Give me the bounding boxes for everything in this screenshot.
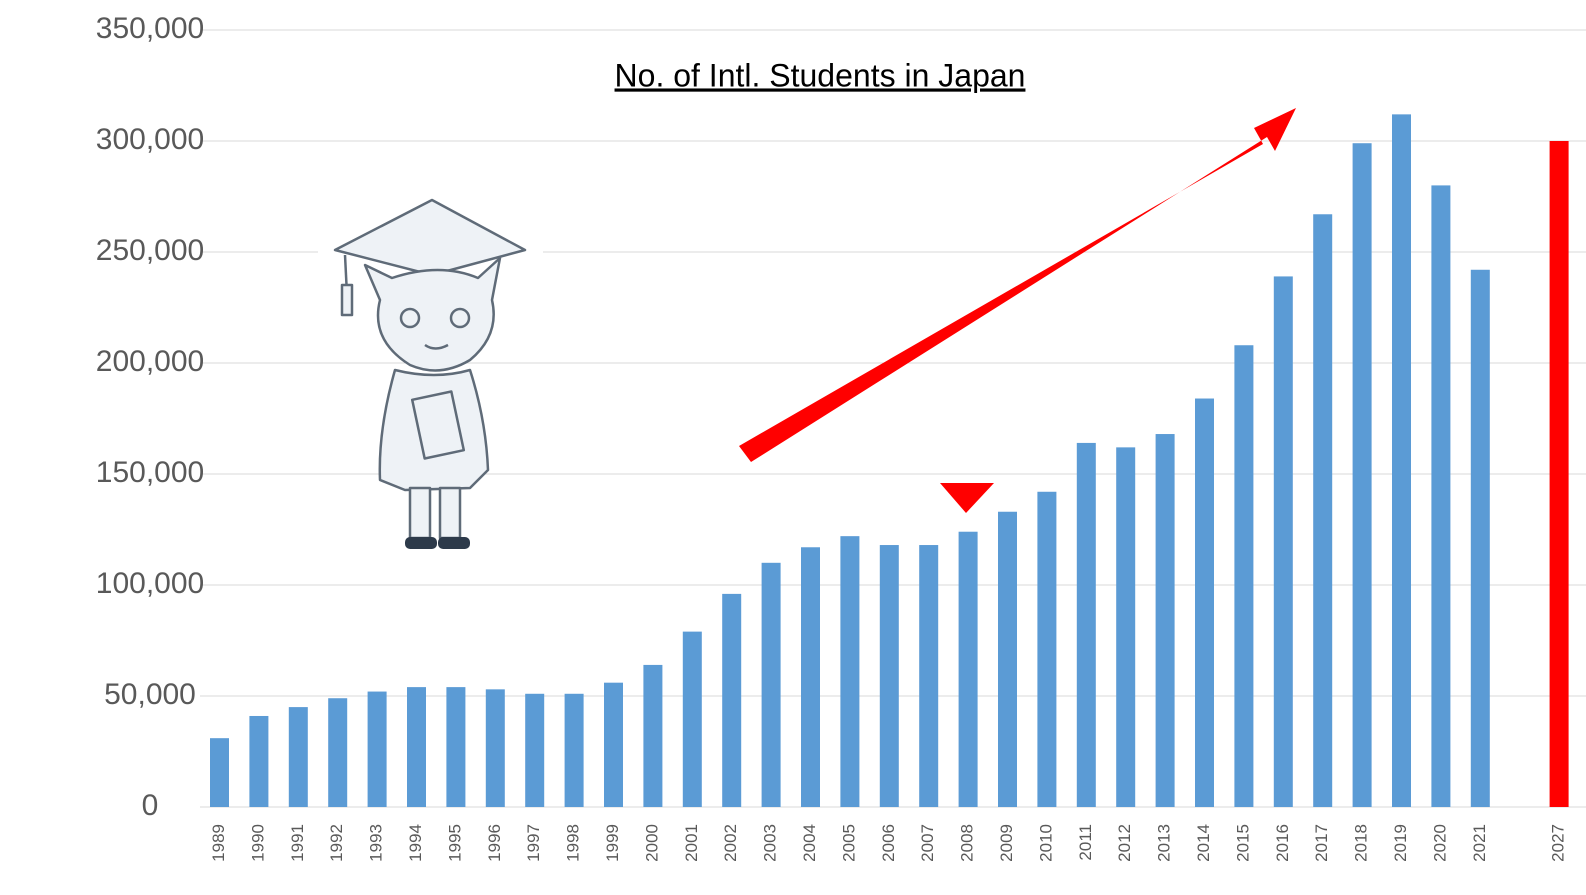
x-tick-label: 1995 bbox=[445, 824, 464, 862]
x-tick-label: 1999 bbox=[603, 824, 622, 862]
bar bbox=[288, 707, 308, 807]
x-tick-label: 2021 bbox=[1470, 824, 1489, 862]
x-tick-label: 2015 bbox=[1233, 824, 1252, 862]
x-tick-label: 1993 bbox=[367, 824, 386, 862]
x-tick-label: 2011 bbox=[1076, 824, 1095, 861]
y-tick-label: 350,000 bbox=[96, 12, 204, 45]
x-tick-label: 2013 bbox=[1155, 824, 1174, 862]
bar bbox=[1273, 276, 1293, 807]
trend-arrow bbox=[739, 108, 1296, 462]
bars bbox=[210, 114, 1569, 808]
x-tick-label: 2001 bbox=[682, 824, 701, 862]
x-tick-label: 1991 bbox=[288, 824, 307, 862]
bar bbox=[1392, 114, 1411, 808]
bar bbox=[328, 698, 348, 807]
chart-title: No. of Intl. Students in Japan bbox=[615, 57, 1026, 93]
bar bbox=[1116, 447, 1136, 807]
mascot bbox=[318, 198, 543, 549]
bar bbox=[446, 687, 466, 807]
bar bbox=[1352, 143, 1372, 808]
bar bbox=[761, 562, 781, 807]
bar bbox=[958, 531, 978, 807]
bar bbox=[643, 664, 663, 807]
bar bbox=[1313, 214, 1333, 807]
y-tick-label: 0 bbox=[142, 789, 159, 822]
x-tick-label: 2012 bbox=[1115, 824, 1134, 862]
x-tick-label: 2014 bbox=[1194, 824, 1213, 862]
bar bbox=[801, 547, 820, 807]
bar bbox=[485, 689, 505, 807]
x-tick-label: 1998 bbox=[564, 824, 583, 862]
y-tick-label: 250,000 bbox=[96, 234, 204, 267]
bar bbox=[564, 693, 584, 807]
x-tick-label: 1994 bbox=[406, 824, 425, 862]
x-tick-label: 2017 bbox=[1312, 824, 1331, 862]
y-tick-label: 150,000 bbox=[96, 456, 204, 489]
bar bbox=[210, 738, 229, 807]
x-tick-label: 2002 bbox=[721, 824, 740, 862]
x-tick-label: 1990 bbox=[248, 824, 267, 862]
bar bbox=[1076, 442, 1096, 807]
bar bbox=[919, 545, 939, 807]
bar bbox=[840, 536, 860, 807]
bar bbox=[1037, 491, 1057, 807]
drop-marker bbox=[940, 483, 994, 513]
x-tick-label: 1997 bbox=[524, 824, 543, 862]
y-tick-label: 200,000 bbox=[96, 345, 204, 378]
bar bbox=[604, 682, 623, 807]
x-tick-label: 2005 bbox=[839, 824, 858, 862]
x-tick-label: 2019 bbox=[1391, 824, 1410, 862]
bar bbox=[367, 691, 387, 807]
x-tick-label: 2018 bbox=[1352, 824, 1371, 862]
y-tick-label: 100,000 bbox=[96, 567, 204, 600]
y-tick-label: 50,000 bbox=[104, 678, 196, 711]
bar bbox=[1470, 269, 1490, 807]
x-tick-label: 2006 bbox=[879, 824, 898, 862]
x-tick-label: 2020 bbox=[1430, 824, 1449, 862]
x-tick-label: 2027 bbox=[1549, 824, 1568, 862]
bar bbox=[998, 511, 1017, 807]
x-tick-label: 2007 bbox=[918, 824, 937, 862]
x-tick-label: 1996 bbox=[485, 824, 504, 862]
bar bbox=[525, 693, 545, 807]
x-tick-label: 1989 bbox=[209, 824, 228, 862]
bar bbox=[249, 715, 269, 807]
bar bbox=[722, 593, 742, 807]
x-tick-label: 2010 bbox=[1036, 824, 1055, 862]
bar bbox=[1431, 185, 1451, 807]
x-tick-label: 2003 bbox=[761, 824, 780, 862]
y-tick-label: 300,000 bbox=[96, 123, 204, 156]
x-tick-label: 2016 bbox=[1273, 824, 1292, 862]
x-tick-label: 1992 bbox=[327, 824, 346, 862]
x-tick-label: 2009 bbox=[997, 824, 1016, 862]
bar bbox=[1549, 141, 1569, 807]
bar bbox=[682, 631, 702, 807]
bar bbox=[1155, 434, 1175, 807]
bar bbox=[1234, 345, 1254, 807]
x-tick-label: 2000 bbox=[642, 824, 661, 862]
x-tick-label: 2008 bbox=[958, 824, 977, 862]
x-tick-label: 2004 bbox=[800, 824, 819, 862]
bar bbox=[1195, 398, 1214, 807]
bar bbox=[879, 545, 899, 807]
bar bbox=[407, 687, 426, 807]
